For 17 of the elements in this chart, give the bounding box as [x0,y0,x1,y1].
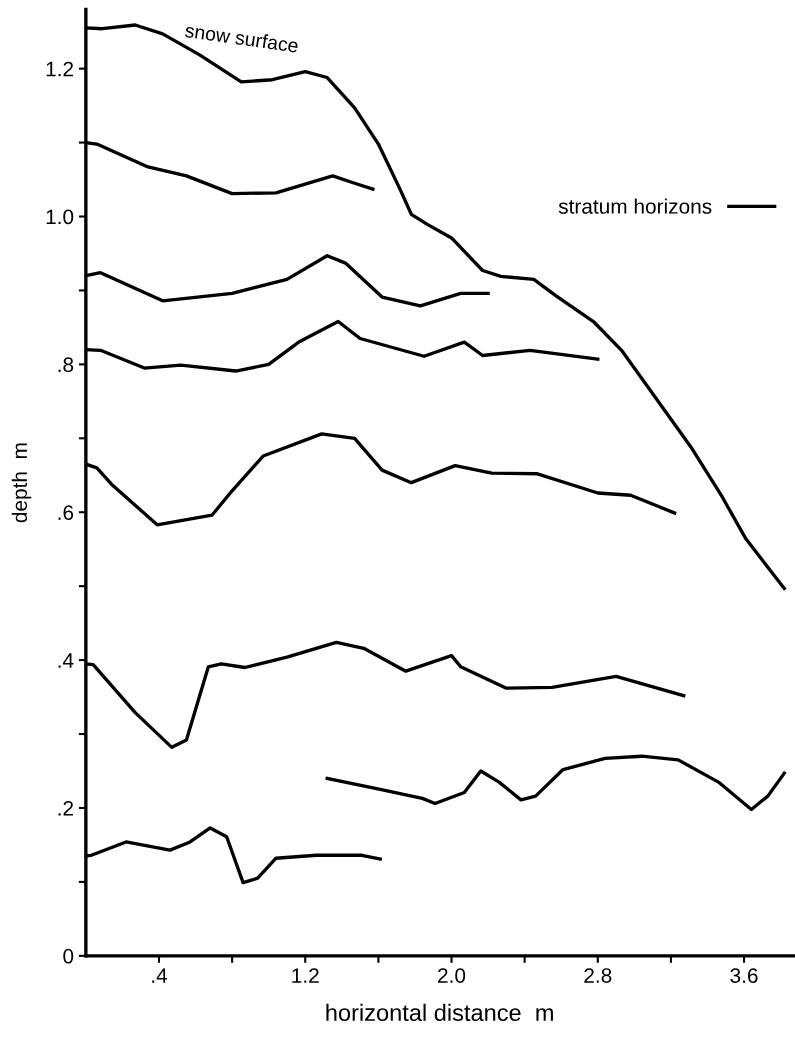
y-tick-label: 1.0 [46,209,74,225]
y-tick-label: 1.2 [46,61,74,77]
x-tick-label: 1.2 [292,968,319,983]
x-axis-title: horizontal distance m [326,1003,553,1022]
legend-label: stratum horizons [558,198,712,214]
x-tick-label: 3.6 [730,968,758,983]
y-tick-label: .2 [58,800,74,816]
x-tick-label: 2.0 [438,968,466,983]
y-tick-label: .6 [58,505,74,520]
y-tick-label: 0 [63,948,74,964]
line-series [325,754,786,812]
x-tick-label: .4 [152,968,168,983]
y-tick-label: .8 [58,357,74,373]
y-tick-label: .4 [58,653,74,668]
y-axis-title: depth m [11,443,32,523]
x-tick-label: 2.8 [584,968,612,983]
annotation: snow surface [184,22,299,53]
